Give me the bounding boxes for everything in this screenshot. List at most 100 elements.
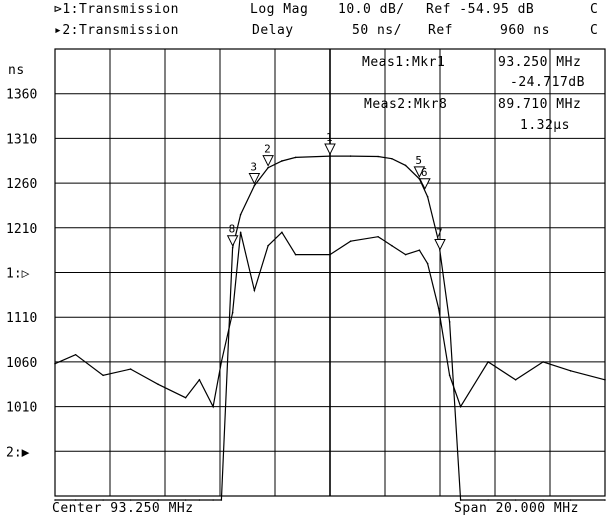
ch2-ref: Ref [428, 23, 453, 38]
y-tick-label: 1010 [6, 401, 37, 416]
trace-point [294, 156, 297, 159]
trace-delay [54, 231, 606, 409]
trace-point [239, 213, 242, 216]
trace-point [569, 499, 572, 501]
ch2-ref-value: 960 ns [500, 23, 550, 38]
marker-triangle [413, 166, 426, 178]
trace-point [198, 499, 201, 501]
marker-triangle [434, 238, 446, 251]
trace-point [54, 362, 56, 365]
trace-point [391, 244, 393, 247]
trace-point [212, 499, 214, 501]
y-tick-label: 1060 [6, 356, 37, 371]
trace-point [212, 405, 214, 408]
trace-point [220, 499, 223, 501]
y-tick-label: 2:▶ [6, 445, 30, 460]
trace-point [542, 499, 544, 501]
trace-point [129, 368, 132, 370]
trace-point [418, 249, 421, 251]
trace-point [253, 184, 256, 187]
trace-point [184, 499, 187, 501]
trace-point [102, 374, 104, 377]
y-tick-label: 1210 [6, 222, 37, 237]
span-frequency: Span 20.000 MHz [454, 501, 579, 516]
trace-point [487, 361, 489, 363]
marker-triangle [419, 178, 431, 190]
marker-label: 2 [264, 143, 271, 156]
y-tick-label: 1360 [6, 88, 37, 103]
trace-point [54, 499, 56, 501]
center-frequency: Center 93.250 MHz [52, 501, 194, 516]
marker-triangle [324, 143, 336, 156]
trace-point [294, 253, 297, 256]
ch2-scale: 50 ns/ [352, 23, 402, 38]
trace-point [459, 405, 462, 408]
trace-point [377, 235, 379, 238]
trace-line-log-mag [55, 155, 605, 501]
trace-point [102, 499, 104, 501]
y-tick-labels: 1360 1310 1260 1210 1:▷ 1110 1060 1010 2:▶ [6, 88, 37, 461]
trace-point [349, 155, 352, 157]
trace-log-mag [54, 155, 606, 501]
meas2-freq: 89.710 MHz [498, 97, 582, 112]
y-tick-label: 1310 [6, 132, 37, 147]
trace-point [514, 378, 517, 381]
trace-point [459, 499, 462, 501]
marker-label: 6 [421, 166, 428, 179]
trace-point [267, 166, 269, 169]
trace-point [437, 307, 440, 310]
trace-point [349, 240, 352, 243]
marker-triangle [248, 173, 261, 185]
trace-point [604, 378, 606, 381]
marker-label: 7 [436, 226, 443, 239]
trace-point [231, 311, 234, 314]
trace-point [281, 160, 283, 162]
trace-point [184, 396, 187, 399]
meas2-value: 1.32μs [520, 118, 570, 133]
ch1-format: Log Mag [250, 2, 309, 17]
y-tick-label: 1260 [6, 177, 37, 192]
ch2-flag: C [590, 23, 599, 38]
trace-point [281, 231, 283, 234]
trace-point [404, 253, 407, 256]
marker-label: 3 [250, 161, 257, 174]
trace-point [426, 262, 429, 265]
trace-point [157, 499, 159, 501]
trace-point [253, 289, 256, 292]
trace-point [377, 155, 379, 158]
marker-label: 5 [415, 154, 422, 167]
trace-point [569, 370, 572, 372]
trace-point [514, 499, 517, 501]
trace-point [220, 361, 223, 363]
y-unit-label: ns [8, 63, 25, 78]
ch1-ref: Ref -54.95 dB [426, 2, 535, 17]
graticule [54, 48, 606, 497]
trace-point [74, 353, 77, 356]
trace-point [267, 244, 269, 247]
trace-point [157, 383, 159, 386]
trace-point [487, 499, 489, 501]
meas1-label: Meas1:Mkr1 [362, 55, 446, 70]
trace-point [239, 231, 242, 234]
ch2-format: Delay [252, 23, 294, 38]
marker-triangle [226, 235, 239, 247]
trace-point [329, 253, 331, 256]
trace-point [329, 155, 331, 157]
trace-point [604, 499, 606, 501]
ch1-scale: 10.0 dB/ [338, 2, 405, 17]
meas1-value: -24.717dB [510, 75, 585, 90]
trace-point [391, 157, 393, 160]
trace-markers: 1 23 56 7 8 [226, 131, 446, 251]
trace-point [129, 499, 132, 501]
trace-point [74, 499, 77, 501]
trace-point [404, 164, 407, 167]
trace-point [448, 321, 451, 323]
marker-label: 1 [326, 131, 333, 144]
y-tick-label: 1110 [6, 311, 37, 326]
ch2-label: ▸2:Transmission [54, 23, 179, 38]
trace-point [542, 361, 544, 363]
trace-point [426, 195, 429, 198]
trace-line-delay [54, 231, 606, 409]
ch1-label: ⊳1:Transmission [54, 2, 179, 17]
